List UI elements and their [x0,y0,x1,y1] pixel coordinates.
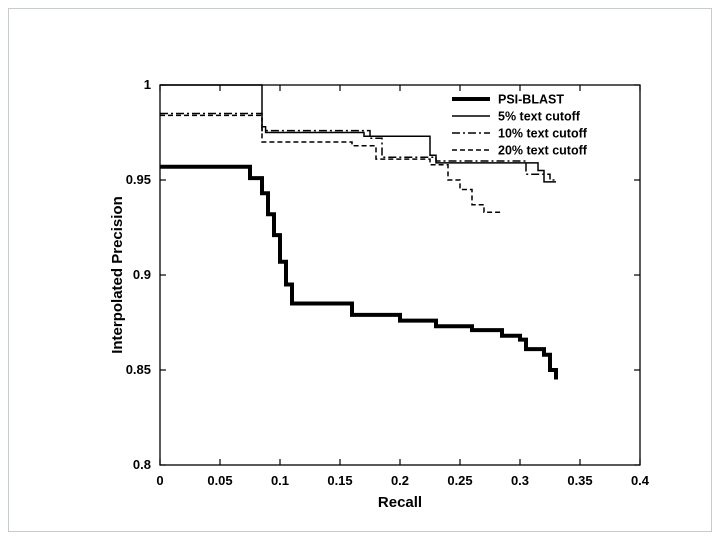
x-tick-label: 0.3 [511,473,529,488]
plot-area [160,85,640,465]
axes-box [159,84,641,466]
y-tick-label: 0.9 [133,267,151,282]
y-tick-label: 0.8 [133,457,151,472]
y-tick-label: 1 [144,77,151,92]
x-tick-label: 0.25 [447,473,472,488]
legend: PSI-BLAST 5% text cutoff 10% text cutoff 20… [452,93,588,158]
x-tick-label: 0.05 [207,473,232,488]
axes: 0 0.05 0.1 0.15 0.2 0.25 0.3 0.35 0.4 0.8 0.85 0.9 0… [126,77,650,488]
x-tick-label: 0.4 [631,473,650,488]
series-line-psi-blast [160,164,558,380]
y-tick-label: 0.95 [126,172,151,187]
legend-label: PSI-BLAST [498,93,564,107]
x-tick-label: 0.2 [391,473,409,488]
legend-label: 20% text cutoff [498,144,588,158]
y-axis-label: Interpolated Precision [109,196,126,354]
legend-label: 5% text cutoff [498,110,581,124]
series-line-5-text-cutoff [160,84,556,183]
series-line-20-text-cutoff [160,114,502,214]
series-line-10-text-cutoff [160,112,556,181]
x-tick-label: 0.1 [271,473,289,488]
y-tick-label: 0.85 [126,362,151,377]
legend-label: 10% text cutoff [498,127,588,141]
x-tick-label: 0 [156,473,163,488]
x-tick-label: 0.35 [567,473,592,488]
x-tick-label: 0.15 [327,473,352,488]
x-axis-label: Recall [378,494,422,511]
